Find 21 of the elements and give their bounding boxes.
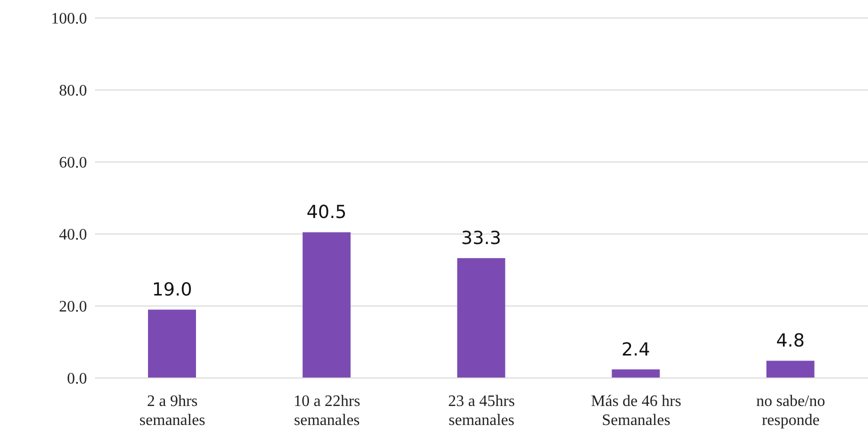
y-tick-label: 60.0 <box>59 154 87 172</box>
bar <box>148 310 196 378</box>
data-label: 2.4 <box>621 339 650 360</box>
y-tick-label: 100.0 <box>51 10 87 28</box>
y-tick-label: 40.0 <box>59 226 87 244</box>
bar <box>612 369 660 378</box>
y-tick-label: 80.0 <box>59 82 87 100</box>
x-tick-label: 10 a 22hrs semanales <box>294 393 360 429</box>
x-tick-label: Más de 46 hrs Semanales <box>590 393 682 429</box>
y-tick-label: 20.0 <box>59 298 87 316</box>
bar <box>457 258 506 378</box>
data-label: 40.5 <box>306 202 347 224</box>
data-label: 19.0 <box>152 280 192 301</box>
x-tick-label: 2 a 9hrs semanales <box>139 393 206 429</box>
bar <box>302 232 351 378</box>
data-label: 33.3 <box>461 228 502 250</box>
x-tick-label: no sabe/no responde <box>756 393 826 429</box>
x-tick-label: 23 a 45hrs semanales <box>448 393 515 429</box>
data-label: 4.8 <box>776 330 805 352</box>
bar <box>766 360 814 378</box>
y-tick-label: 0.0 <box>67 370 87 388</box>
